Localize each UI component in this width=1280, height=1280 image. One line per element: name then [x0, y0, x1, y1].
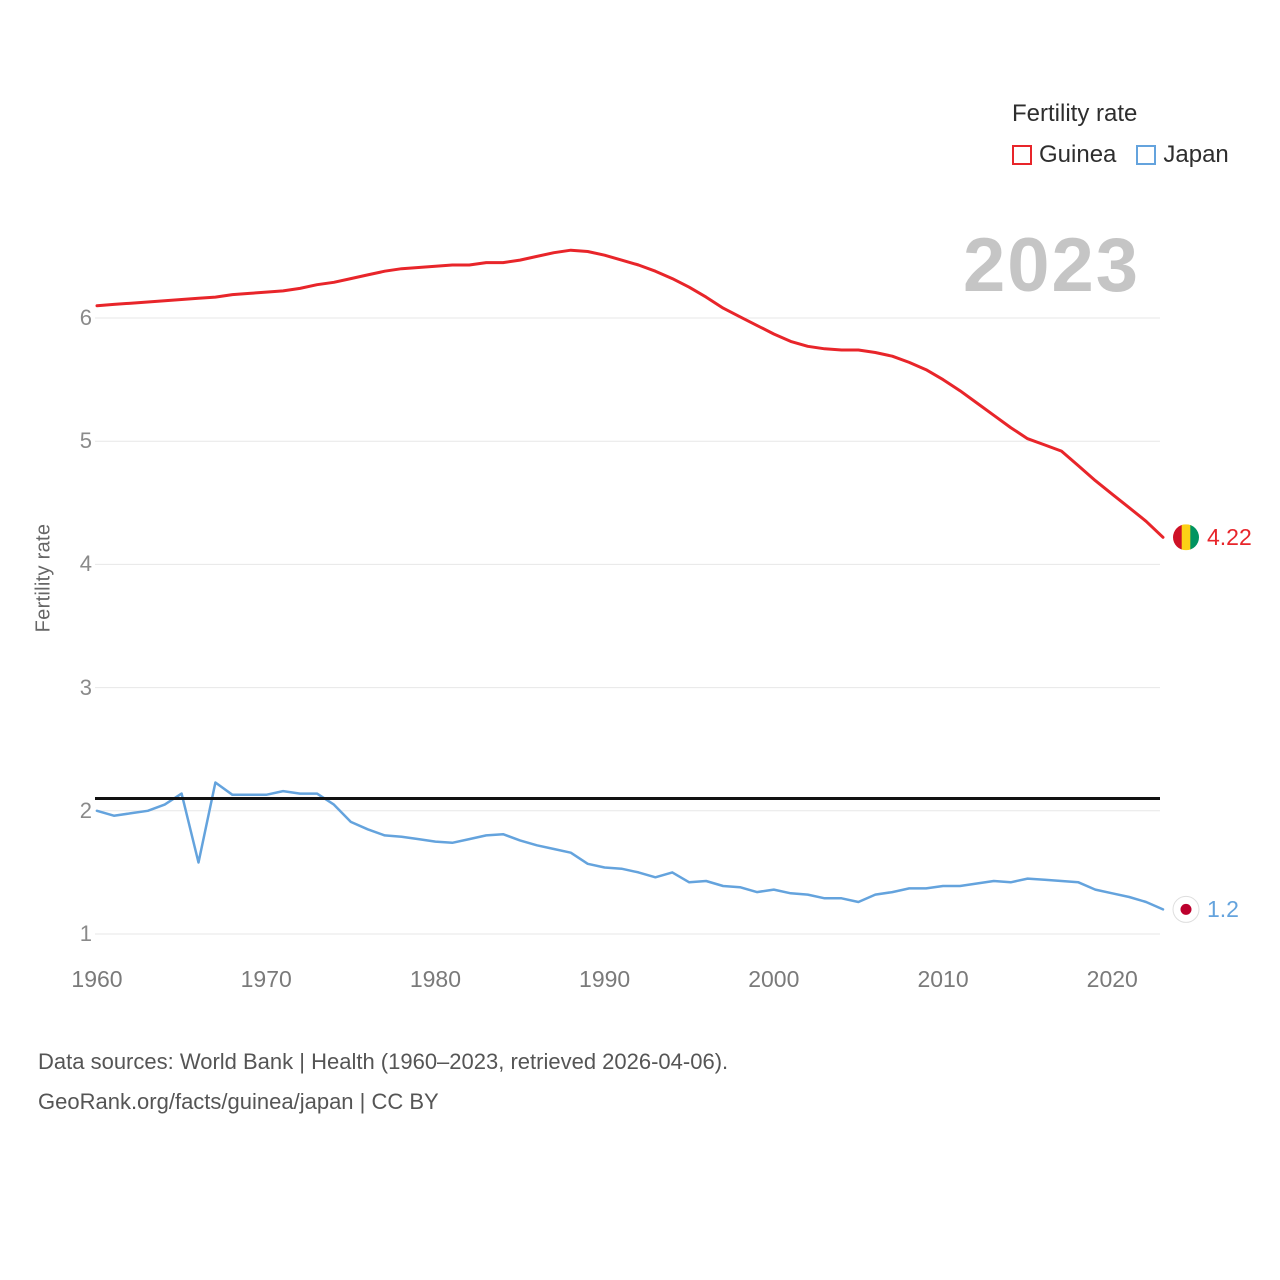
x-tick-label: 2010 — [917, 966, 969, 992]
japan-flag-dot — [1180, 903, 1192, 915]
y-tick-label: 6 — [79, 305, 92, 330]
legend: Fertility rate Guinea Japan — [1012, 100, 1229, 169]
x-tick-label: 1990 — [579, 966, 631, 992]
y-tick-label: 3 — [79, 674, 92, 700]
japan-series-line — [95, 781, 1165, 911]
legend-items: Guinea Japan — [1012, 141, 1229, 169]
legend-label-japan: Japan — [1163, 141, 1229, 168]
y-tick-label: 4 — [79, 551, 92, 577]
japan-swatch-icon — [1136, 145, 1157, 165]
guinea-flag-icon — [1173, 524, 1199, 551]
y-tick-label: 1 — [79, 921, 92, 946]
footer-attribution: GeoRank.org/facts/guinea/japan | CC BY — [38, 1089, 439, 1114]
legend-title: Fertility rate — [1012, 100, 1138, 127]
x-tick-label: 2000 — [748, 966, 800, 992]
year-watermark: 2023 — [963, 223, 1141, 308]
x-tick-label: 1970 — [240, 966, 292, 992]
x-tick-label: 1980 — [409, 966, 461, 992]
legend-label-guinea: Guinea — [1039, 141, 1117, 168]
x-tick-label: 1960 — [71, 966, 123, 992]
footer: Data sources: World Bank | Health (1960–… — [38, 1042, 728, 1122]
japan-end-label: 1.2 — [1207, 896, 1239, 923]
y-tick-label: 5 — [79, 428, 92, 454]
y-tick-label: 2 — [79, 797, 92, 823]
guinea-swatch-icon — [1012, 145, 1032, 165]
legend-item-guinea[interactable]: Guinea — [1012, 141, 1116, 169]
legend-item-japan[interactable]: Japan — [1136, 141, 1229, 169]
guinea-series-line — [95, 248, 1165, 539]
x-tick-label: 2020 — [1086, 966, 1138, 992]
guinea-end-label: 4.22 — [1207, 524, 1252, 551]
footer-sources: Data sources: World Bank | Health (1960–… — [38, 1049, 729, 1074]
